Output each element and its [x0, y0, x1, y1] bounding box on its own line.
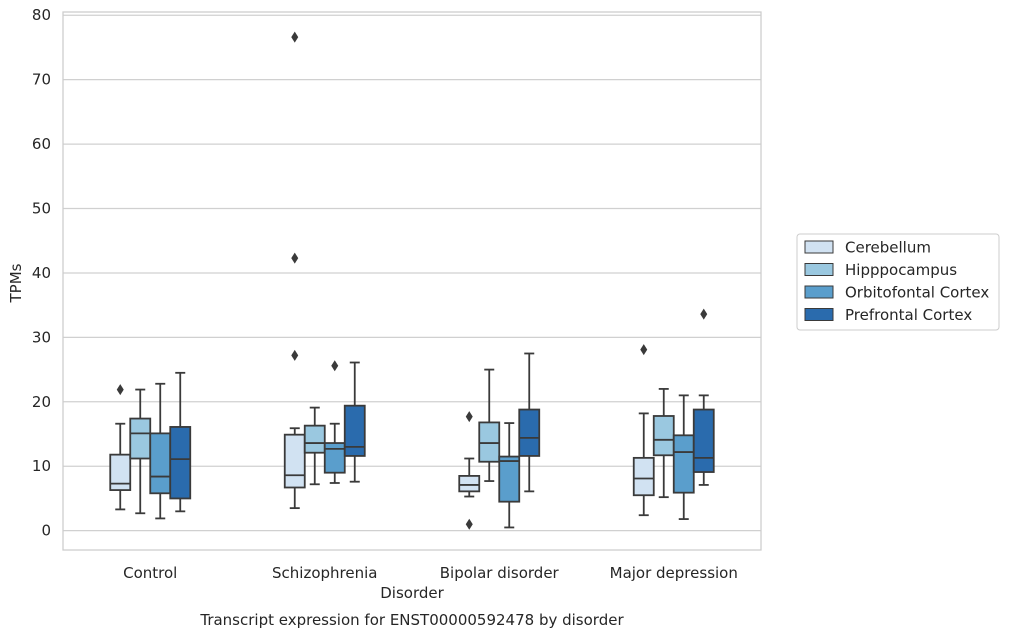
legend-label: Orbitofontal Cortex — [845, 284, 989, 302]
box-body — [692, 408, 715, 473]
y-tick-label: 70 — [32, 71, 51, 89]
box-orbitofontal-cortex — [149, 382, 172, 520]
legend-label: Cerebellum — [845, 239, 931, 257]
box-hipppocampus — [303, 406, 326, 486]
x-axis-label: Disorder — [380, 584, 444, 602]
outlier-point — [116, 384, 124, 396]
legend-swatch — [804, 240, 834, 254]
box-body — [323, 442, 346, 474]
x-tick-label: Bipolar disorder — [440, 564, 560, 582]
box-body — [672, 434, 695, 494]
box-hipppocampus — [129, 388, 152, 515]
box-orbitofontal-cortex — [498, 422, 521, 529]
legend-swatch — [804, 308, 834, 321]
box-cerebellum — [109, 384, 132, 511]
x-tick-label: Major depression — [610, 564, 738, 582]
y-axis-label: TPMs — [7, 263, 25, 303]
outlier-point — [331, 360, 339, 372]
x-axis: Control Schizophrenia Bipolar disorder Majo… — [123, 564, 738, 582]
box-body — [169, 426, 192, 500]
box-body — [632, 456, 655, 497]
y-tick-label: 80 — [32, 6, 51, 24]
box-prefrontal-cortex — [692, 308, 715, 486]
legend-swatch — [804, 285, 834, 299]
outlier-point — [640, 344, 648, 356]
box-cerebellum — [458, 411, 481, 530]
x-tick-label: Control — [123, 564, 177, 582]
box-body — [109, 453, 132, 491]
outlier-point — [465, 411, 473, 423]
box-body — [343, 404, 366, 457]
y-tick-label: 40 — [32, 264, 51, 282]
box-body — [518, 408, 541, 457]
box-hipppocampus — [478, 368, 501, 482]
box-prefrontal-cortex — [518, 352, 541, 493]
y-tick-label: 30 — [32, 328, 51, 346]
box-cerebellum — [632, 344, 655, 517]
outlier-point — [291, 349, 299, 361]
box-body — [652, 415, 675, 457]
box-prefrontal-cortex — [169, 371, 192, 513]
box-body — [458, 475, 481, 493]
y-axis: 0 10 20 30 40 50 60 70 80 — [32, 6, 51, 539]
y-tick-label: 60 — [32, 135, 51, 153]
y-tick-label: 0 — [41, 522, 51, 540]
outlier-point — [700, 308, 708, 320]
box-body — [149, 432, 172, 495]
box-body — [478, 421, 501, 463]
box-prefrontal-cortex — [343, 361, 366, 483]
box-orbitofontal-cortex — [323, 360, 346, 484]
y-tick-label: 10 — [32, 457, 51, 475]
box-body — [498, 455, 521, 503]
box-body — [303, 424, 326, 454]
plot-area-frame — [62, 11, 762, 551]
outlier-point — [291, 31, 299, 43]
chart-caption: Transcript expression for ENST0000059247… — [199, 611, 624, 629]
y-tick-label: 20 — [32, 393, 51, 411]
legend: Cerebellum Hipppocampus Orbitofontal Corte… — [796, 233, 1000, 331]
y-tick-label: 50 — [32, 200, 51, 218]
box-body — [283, 433, 306, 489]
outlier-point — [291, 252, 299, 264]
legend-label: Hipppocampus — [845, 261, 957, 279]
legend-frame — [796, 233, 1000, 331]
box-body — [129, 417, 152, 460]
box-hipppocampus — [652, 388, 675, 499]
legend-label: Prefrontal Cortex — [845, 306, 972, 324]
outlier-point — [465, 518, 473, 530]
box-cerebellum — [283, 31, 306, 510]
x-tick-label: Schizophrenia — [272, 564, 377, 582]
box-orbitofontal-cortex — [672, 394, 695, 520]
boxes — [109, 31, 715, 530]
legend-swatch — [804, 263, 834, 276]
